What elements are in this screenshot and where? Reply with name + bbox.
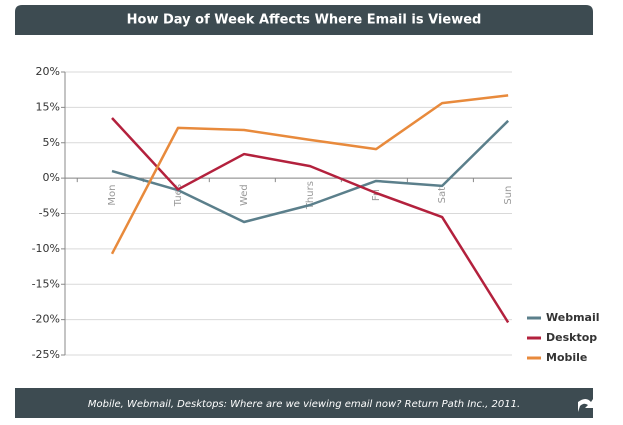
series-line (110, 94, 509, 255)
y-tick-label: 20% (36, 65, 60, 78)
y-tick-label: -20% (32, 313, 60, 326)
footer-bar (15, 388, 593, 418)
legend-label: Webmail (546, 311, 600, 324)
y-tick-label: -10% (32, 242, 60, 255)
x-tick-label: Wed (239, 184, 250, 206)
x-tick-label: Thurs (305, 181, 316, 210)
y-tick-label: 15% (36, 100, 60, 113)
y-tick-label: -5% (39, 207, 60, 220)
y-tick-label: -25% (32, 348, 60, 361)
series-line (111, 117, 510, 324)
y-tick-label: -15% (32, 277, 60, 290)
x-tick-label: Mon (107, 185, 118, 206)
legend-label: Mobile (546, 351, 587, 364)
x-tick-label: Tues (173, 184, 184, 207)
return-icon[interactable] (578, 399, 593, 412)
x-tick-label: Sat (437, 187, 448, 203)
header-bar (15, 5, 593, 35)
x-tick-label: Sun (503, 186, 514, 205)
legend-label: Desktop (546, 331, 597, 344)
chart-title: How Day of Week Affects Where Email is V… (127, 13, 482, 28)
footnote: Mobile, Webmail, Desktops: Where are we … (88, 399, 520, 410)
y-tick-label: 0% (43, 171, 60, 184)
x-tick-label: Fri (371, 189, 382, 201)
y-tick-label: 5% (43, 136, 60, 149)
